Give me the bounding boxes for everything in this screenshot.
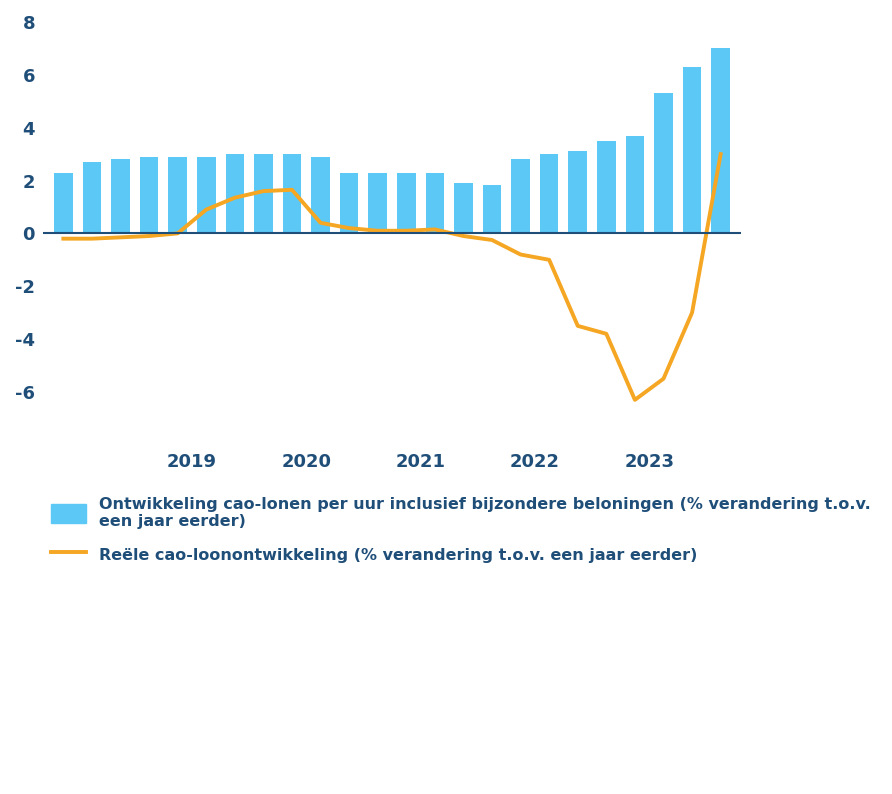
- Bar: [368, 172, 387, 233]
- Bar: [140, 156, 159, 233]
- Bar: [711, 48, 730, 233]
- Bar: [283, 154, 301, 233]
- Bar: [654, 94, 673, 233]
- Bar: [682, 67, 701, 233]
- Bar: [226, 154, 244, 233]
- Bar: [540, 154, 558, 233]
- Bar: [112, 160, 129, 233]
- Bar: [54, 172, 72, 233]
- Bar: [454, 183, 473, 233]
- Bar: [483, 184, 501, 233]
- Bar: [625, 136, 644, 233]
- Legend: Ontwikkeling cao-lonen per uur inclusief bijzondere beloningen (% verandering t.: Ontwikkeling cao-lonen per uur inclusief…: [52, 497, 871, 564]
- Bar: [197, 156, 216, 233]
- Bar: [340, 172, 359, 233]
- Bar: [83, 162, 101, 233]
- Bar: [511, 160, 530, 233]
- Bar: [311, 156, 330, 233]
- Bar: [568, 152, 587, 233]
- Bar: [254, 154, 273, 233]
- Bar: [425, 172, 444, 233]
- Bar: [169, 156, 187, 233]
- Bar: [597, 141, 615, 233]
- Bar: [397, 172, 416, 233]
